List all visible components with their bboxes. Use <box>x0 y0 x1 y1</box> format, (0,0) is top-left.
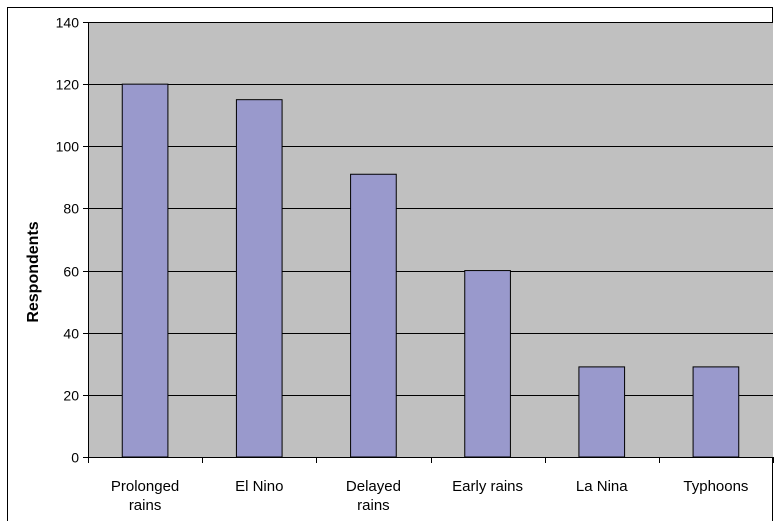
x-tick-label: Delayed rains <box>346 478 401 514</box>
x-tick-label: El Nino <box>235 478 283 495</box>
y-axis-title: Respondents <box>25 221 42 322</box>
x-axis: Prolonged rains El Nino Delayed rains Early r… <box>88 457 774 514</box>
y-tick-label: 80 <box>63 201 79 217</box>
y-tick-label: 120 <box>56 77 80 93</box>
y-tick-label: 60 <box>63 264 79 280</box>
y-tick-label: 40 <box>63 326 79 342</box>
bar <box>578 366 626 458</box>
y-tick-label: 100 <box>56 139 80 155</box>
gridlines <box>88 22 773 396</box>
bar <box>464 270 511 458</box>
y-axis: 0 20 40 60 80 100 120 140 <box>56 15 89 466</box>
bar <box>692 366 740 458</box>
x-tick-label: Prolonged rains <box>111 478 179 514</box>
plot-area <box>88 22 773 457</box>
y-tick-label: 140 <box>56 15 80 31</box>
y-tick-label: 20 <box>63 388 79 404</box>
x-tick-label: Typhoons <box>683 478 748 495</box>
y-tick-label: 0 <box>71 450 79 466</box>
x-tick-label: La Nina <box>576 478 628 495</box>
bars <box>121 83 740 458</box>
bar <box>121 83 169 458</box>
x-tick-label: Early rains <box>452 478 523 495</box>
bar <box>350 173 397 458</box>
bar <box>235 99 283 458</box>
